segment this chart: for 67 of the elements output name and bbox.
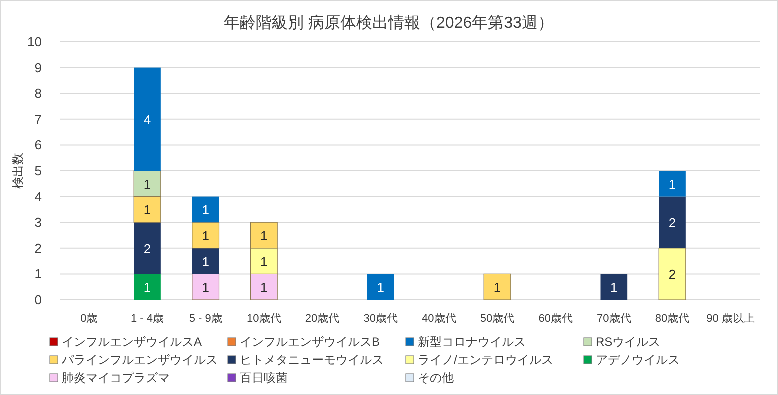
data-label: 1 <box>377 280 384 296</box>
y-tick-label: 0 <box>34 292 42 308</box>
bar <box>659 171 686 197</box>
x-tick-label: 60歳代 <box>538 312 573 325</box>
y-tick-label: 8 <box>34 86 42 102</box>
bar <box>192 222 220 249</box>
data-label: 1 <box>610 280 618 296</box>
bar <box>192 248 220 274</box>
legend-label: RSウイルス <box>596 335 661 349</box>
y-tick-label: 2 <box>34 240 42 256</box>
x-tick-label: 5 - 9歳 <box>189 312 222 325</box>
y-axis-title: 検出数 <box>11 153 25 189</box>
data-label: 2 <box>668 216 676 231</box>
bar <box>134 274 161 300</box>
data-label: 1 <box>202 202 210 218</box>
y-tick-label: 9 <box>34 60 42 76</box>
data-label: 1 <box>668 176 676 192</box>
y-tick-label: 6 <box>34 138 42 153</box>
bar <box>484 274 512 300</box>
data-label: 1 <box>260 228 268 244</box>
legend-label: 新型コロナウイルス <box>418 335 526 349</box>
x-tick-label: 30歳代 <box>364 312 398 325</box>
bar <box>659 196 686 248</box>
bar <box>367 274 394 300</box>
x-tick-label: 70歳代 <box>597 312 632 325</box>
x-tick-label: 10歳代 <box>247 312 282 325</box>
bar <box>134 68 161 171</box>
y-tick-label: 4 <box>34 189 42 204</box>
y-tick-label: 10 <box>28 34 42 50</box>
legend-label: ライノ/エンテロウイルス <box>418 353 554 367</box>
legend-label: 肺炎マイコプラズマ <box>62 371 170 385</box>
legend-label: その他 <box>418 371 454 385</box>
bar <box>192 274 220 300</box>
x-tick-label: 90 歳以上 <box>706 312 755 325</box>
data-label: 1 <box>144 280 152 296</box>
data-label: 2 <box>668 267 676 282</box>
x-tick-label: 1 - 4歳 <box>130 312 164 325</box>
data-label: 1 <box>494 280 502 296</box>
data-label: 1 <box>260 280 268 296</box>
legend-label: ヒトメタニューモウイルス <box>240 353 384 367</box>
legend-label: インフルエンザウイルスB <box>240 335 380 349</box>
y-tick-label: 3 <box>34 215 42 230</box>
data-label: 1 <box>144 176 152 192</box>
chart-title: 年齢階級別 病原体検出情報（2026年第33週） <box>224 14 554 32</box>
legend-label: パラインフルエンザウイルス <box>61 353 218 367</box>
data-label: 1 <box>202 254 210 270</box>
data-label: 4 <box>144 112 152 128</box>
x-tick-label: 80歳代 <box>655 312 690 325</box>
x-tick-label: 20歳代 <box>305 312 340 325</box>
data-label: 1 <box>260 254 268 270</box>
bar <box>192 196 220 223</box>
data-label: 1 <box>144 202 152 218</box>
bar <box>600 274 628 300</box>
bar <box>658 248 686 300</box>
legend-label: アデノウイルス <box>596 353 680 367</box>
y-tick-label: 7 <box>34 112 42 127</box>
y-tick-label: 1 <box>34 266 42 282</box>
x-tick-label: 40歳代 <box>422 312 456 325</box>
legend-label: 百日咳菌 <box>240 371 288 385</box>
bar <box>134 222 161 274</box>
data-label: 2 <box>144 241 152 256</box>
data-label: 1 <box>202 280 210 296</box>
data-label: 1 <box>202 228 210 244</box>
x-tick-label: 50歳代 <box>480 312 515 325</box>
x-tick-label: 0歳 <box>80 312 98 325</box>
y-tick-label: 5 <box>34 164 42 178</box>
legend-label: インフルエンザウイルスA <box>62 335 202 349</box>
